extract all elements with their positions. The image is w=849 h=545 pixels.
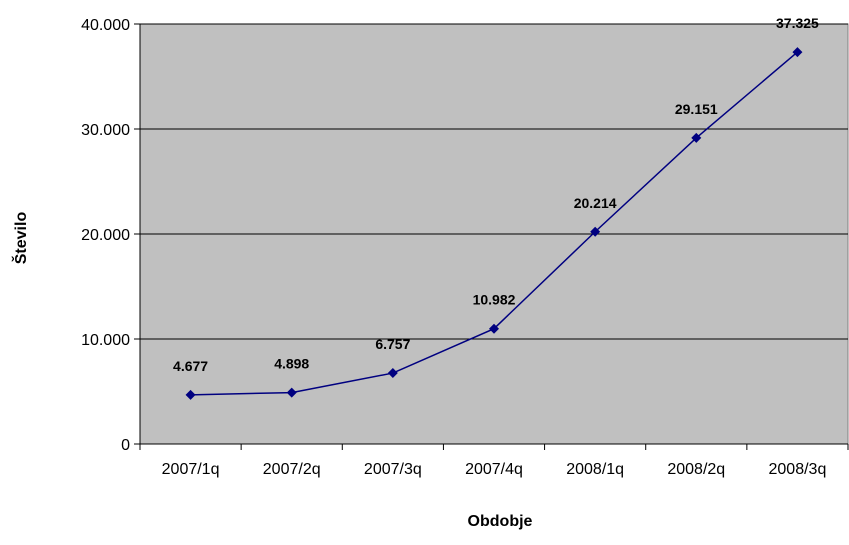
gridlines: [140, 23, 848, 340]
series-markers: [185, 47, 803, 400]
x-tick-label: 2008/3q: [769, 461, 827, 478]
data-point-marker: [185, 389, 196, 400]
data-label: 6.757: [375, 336, 410, 352]
x-tick-label: 2007/3q: [364, 461, 422, 478]
data-label: 37.325: [776, 15, 819, 31]
y-tick-label: 0: [121, 437, 130, 454]
x-axis-ticks: 2007/1q 2007/2q 2007/3q 2007/4q 2008/1q 2008/…: [139, 444, 849, 478]
x-tick-label: 2008/1q: [566, 461, 624, 478]
x-tick-label: 2007/4q: [465, 461, 523, 478]
data-label: 10.982: [473, 292, 516, 308]
x-tick-label: 2007/2q: [263, 461, 321, 478]
y-tick-label: 30.000: [81, 122, 130, 139]
data-label: 20.214: [574, 195, 617, 211]
data-point-marker: [691, 132, 702, 143]
data-point-marker: [387, 368, 398, 379]
y-tick-label: 10.000: [81, 332, 130, 349]
data-label: 29.151: [675, 101, 718, 117]
x-tick-label: 2008/2q: [667, 461, 725, 478]
data-point-marker: [286, 387, 297, 398]
data-labels: 4.677 4.898 6.757 10.982 20.214 29.151 37.325: [173, 15, 819, 374]
data-label: 4.898: [274, 356, 309, 372]
x-tick-label: 2007/1q: [162, 461, 220, 478]
data-point-marker: [590, 226, 601, 237]
x-axis-title: Obdobje: [468, 513, 533, 530]
y-axis-title: Število: [11, 212, 30, 265]
y-tick-label: 40.000: [81, 17, 130, 34]
data-point-marker: [792, 47, 803, 58]
y-tick-label: 20.000: [81, 227, 130, 244]
y-axis-ticks: 0 10.000 20.000 30.000 40.000: [81, 17, 140, 454]
data-label: 4.677: [173, 358, 208, 374]
data-point-marker: [489, 323, 499, 334]
